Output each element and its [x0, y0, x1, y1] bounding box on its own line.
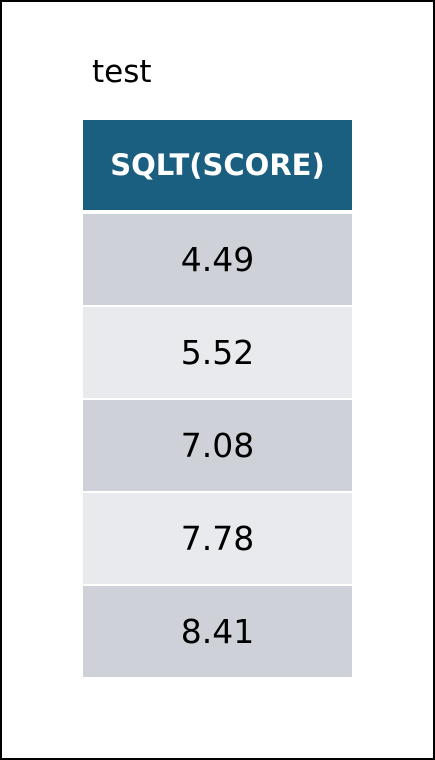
table-row: 8.41 — [83, 585, 352, 677]
table-cell: 4.49 — [83, 212, 352, 307]
column-header-sqlt-score: SQLT(SCORE) — [83, 120, 352, 214]
table-cell: 5.52 — [83, 306, 352, 400]
table-row: 5.52 — [83, 306, 352, 400]
table-row: 7.78 — [83, 492, 352, 586]
table-cell: 7.08 — [83, 399, 352, 493]
score-table: SQLT(SCORE) 4.49 5.52 7.08 7.78 8.41 — [83, 120, 352, 677]
table-cell: 7.78 — [83, 492, 352, 586]
table-row: 4.49 — [83, 212, 352, 307]
table-caption: test — [92, 54, 152, 90]
table-header-row: SQLT(SCORE) — [83, 120, 352, 214]
table-cell: 8.41 — [83, 585, 352, 677]
table-row: 7.08 — [83, 399, 352, 493]
